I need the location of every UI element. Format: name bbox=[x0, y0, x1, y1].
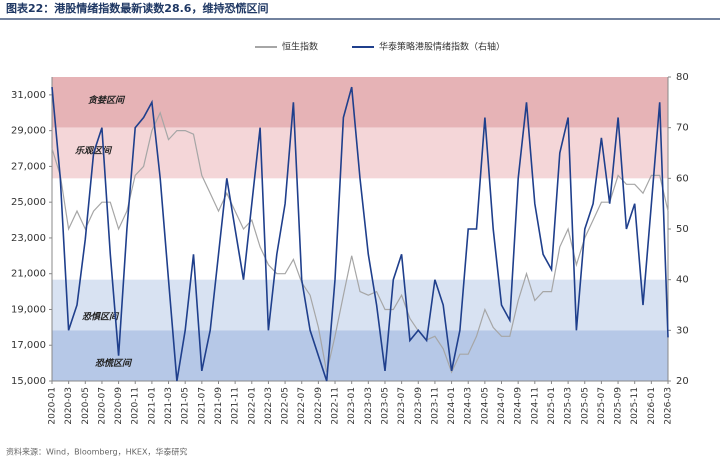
y-tick-label: 31,000 bbox=[11, 90, 46, 101]
band-label: 恐惧区间 bbox=[82, 312, 120, 323]
band-label: 贪婪区间 bbox=[88, 95, 126, 106]
x-tick-label: 2021-01 bbox=[147, 387, 157, 425]
series-line bbox=[51, 86, 669, 382]
y2-tick-label: 70 bbox=[676, 123, 689, 134]
source: 资料来源：Wind，Bloomberg，HKEX，华泰研究 bbox=[6, 447, 187, 457]
x-tick-label: 2020-09 bbox=[114, 387, 124, 425]
x-tick-label: 2025-01 bbox=[547, 387, 557, 425]
x-tick-label: 2025-11 bbox=[630, 387, 640, 425]
x-tick-label: 2021-07 bbox=[197, 387, 207, 425]
y-tick-label: 23,000 bbox=[11, 233, 46, 244]
x-tick-label: 2023-03 bbox=[364, 387, 374, 425]
x-tick-label: 2021-03 bbox=[164, 387, 174, 425]
x-tick-label: 2021-11 bbox=[231, 387, 241, 425]
x-tick-label: 2026-01 bbox=[647, 387, 657, 425]
y2-tick-label: 60 bbox=[676, 173, 689, 184]
band-label: 恐慌区间 bbox=[95, 358, 133, 369]
y2-tick-label: 50 bbox=[676, 224, 689, 235]
x-tick-label: 2020-07 bbox=[97, 387, 107, 425]
band bbox=[52, 77, 668, 128]
x-tick-label: 2024-03 bbox=[464, 387, 474, 425]
x-tick-label: 2022-09 bbox=[314, 387, 324, 425]
y-tick-label: 25,000 bbox=[11, 197, 46, 208]
x-tick-label: 2022-01 bbox=[247, 387, 257, 425]
x-tick-label: 2023-05 bbox=[380, 387, 390, 425]
x-tick-label: 2024-11 bbox=[530, 387, 540, 425]
x-tick-label: 2020-05 bbox=[81, 387, 91, 425]
x-tick-label: 2020-01 bbox=[48, 387, 58, 425]
legend-label: 恒生指数 bbox=[282, 41, 318, 53]
band bbox=[52, 330, 668, 381]
x-tick-label: 2021-09 bbox=[214, 387, 224, 425]
y-tick-label: 19,000 bbox=[11, 304, 46, 315]
y2-tick-label: 30 bbox=[676, 325, 689, 336]
x-tick-label: 2025-07 bbox=[597, 387, 607, 425]
y-tick-label: 17,000 bbox=[11, 340, 46, 351]
x-tick-label: 2023-07 bbox=[397, 387, 407, 425]
x-tick-label: 2024-07 bbox=[497, 387, 507, 425]
x-tick-label: 2026-03 bbox=[664, 387, 674, 425]
y-tick-label: 21,000 bbox=[11, 269, 46, 280]
x-tick-label: 2023-09 bbox=[414, 387, 424, 425]
x-tick-label: 2022-05 bbox=[281, 387, 291, 425]
x-tick-label: 2020-03 bbox=[64, 387, 74, 425]
x-tick-label: 2024-05 bbox=[480, 387, 490, 425]
x-tick-label: 2020-11 bbox=[131, 387, 141, 425]
x-tick-label: 2025-09 bbox=[614, 387, 624, 425]
y2-tick-label: 40 bbox=[676, 275, 689, 286]
x-tick-label: 2023-11 bbox=[430, 387, 440, 425]
y-tick-label: 15,000 bbox=[11, 376, 46, 387]
x-tick-label: 2025-05 bbox=[580, 387, 590, 425]
chart-title: 图表22：港股情绪指数最新读数28.6，维持恐慌区间 bbox=[6, 1, 268, 15]
legend-label: 华泰策略港股情绪指数（右轴） bbox=[379, 41, 505, 53]
x-tick-label: 2024-09 bbox=[514, 387, 524, 425]
x-tick-label: 2023-01 bbox=[347, 387, 357, 425]
y2-tick-label: 20 bbox=[676, 376, 689, 387]
y2-tick-label: 80 bbox=[676, 72, 689, 83]
y-tick-label: 27,000 bbox=[11, 161, 46, 172]
x-tick-label: 2022-11 bbox=[331, 387, 341, 425]
x-tick-label: 2022-03 bbox=[264, 387, 274, 425]
x-tick-label: 2021-05 bbox=[181, 387, 191, 425]
x-tick-label: 2024-01 bbox=[447, 387, 457, 425]
x-tick-label: 2025-03 bbox=[564, 387, 574, 425]
band bbox=[52, 279, 668, 331]
y-tick-label: 29,000 bbox=[11, 126, 46, 137]
x-tick-label: 2022-07 bbox=[297, 387, 307, 425]
